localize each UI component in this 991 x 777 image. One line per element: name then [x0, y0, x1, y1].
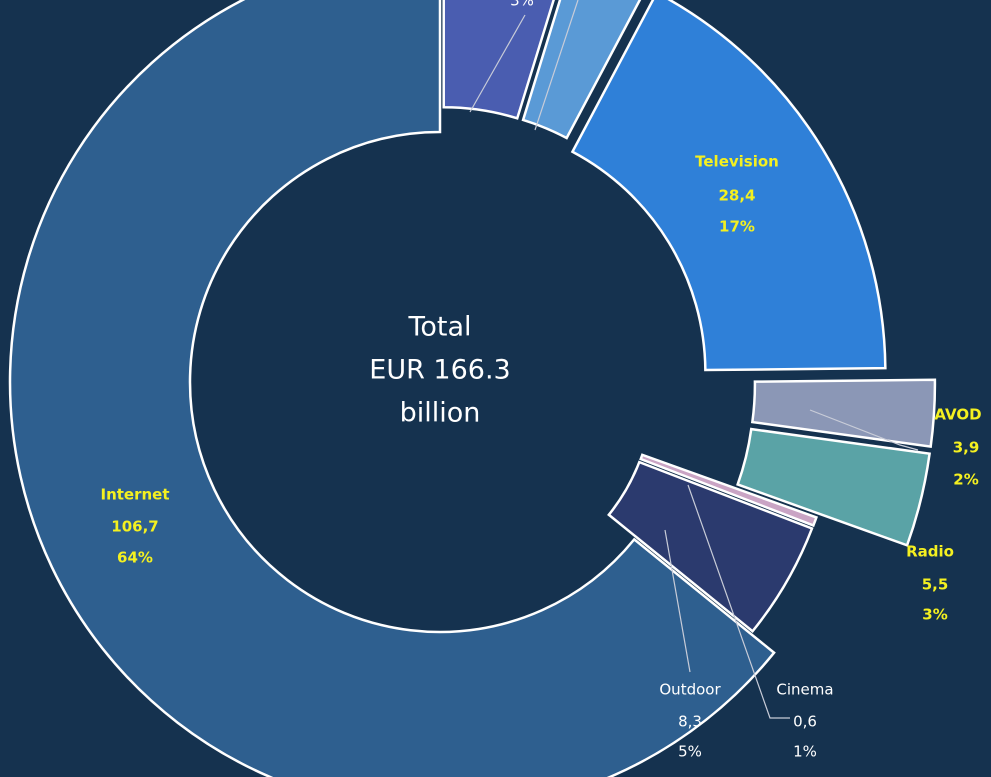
donut-segment	[639, 453, 818, 528]
value-label: 0,6	[793, 713, 817, 731]
donut	[8, 0, 937, 777]
leader-line	[469, 14, 526, 113]
center-label: EUR 166.3	[369, 355, 510, 386]
percent-label: 1%	[793, 743, 817, 761]
percent-label: 17%	[719, 218, 755, 236]
value-label: 5,5	[922, 576, 949, 594]
value-label: 28,4	[718, 187, 755, 205]
donut-segment	[607, 460, 814, 634]
percent-label: 64%	[117, 549, 153, 567]
segment-name: Television	[695, 153, 779, 171]
segment-name: Cinema	[776, 681, 833, 699]
segment-name: Radio	[906, 543, 954, 561]
segment-name: AVOD	[934, 406, 981, 424]
donut-segment	[750, 378, 937, 449]
leader-line	[664, 529, 691, 673]
percent-label: 2%	[953, 471, 978, 489]
donut-segment	[521, 0, 642, 140]
donut-segment	[442, 0, 555, 120]
center-label: Total	[407, 312, 471, 343]
value-label: 3,9	[953, 439, 980, 457]
center-label: billion	[400, 398, 481, 429]
value-label: 8,3	[678, 713, 702, 731]
percent-label: 3%	[510, 0, 534, 10]
percent-label: 5%	[678, 743, 702, 761]
leader-line	[809, 409, 919, 451]
leader-line	[687, 484, 790, 719]
donut-segment	[736, 427, 931, 547]
donut-segment	[570, 0, 887, 372]
leader-line	[534, 0, 579, 131]
segment-name: Internet	[100, 486, 169, 504]
donut-segment	[8, 0, 776, 777]
percent-label: 3%	[922, 606, 947, 624]
segment-name: Outdoor	[659, 681, 721, 699]
value-label: 106,7	[111, 518, 158, 536]
